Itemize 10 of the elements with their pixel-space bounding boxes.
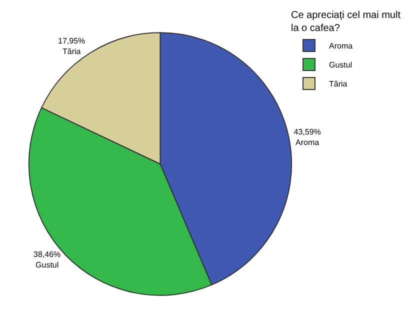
legend-label: Gustul [329, 60, 352, 70]
legend-label: Tăria [329, 80, 348, 89]
legend-label: Aroma [329, 42, 354, 51]
slice-label: Aroma [296, 138, 320, 148]
slice-label: Gustul [36, 260, 59, 270]
data-label: 43,59% [294, 128, 321, 137]
data-label: 38,46% [34, 250, 61, 259]
data-label: 17,95% [58, 36, 86, 46]
slice-label: Tăria [62, 46, 82, 56]
legend-title: Ce apreciați cel mai mult la o cafea? [291, 10, 401, 34]
